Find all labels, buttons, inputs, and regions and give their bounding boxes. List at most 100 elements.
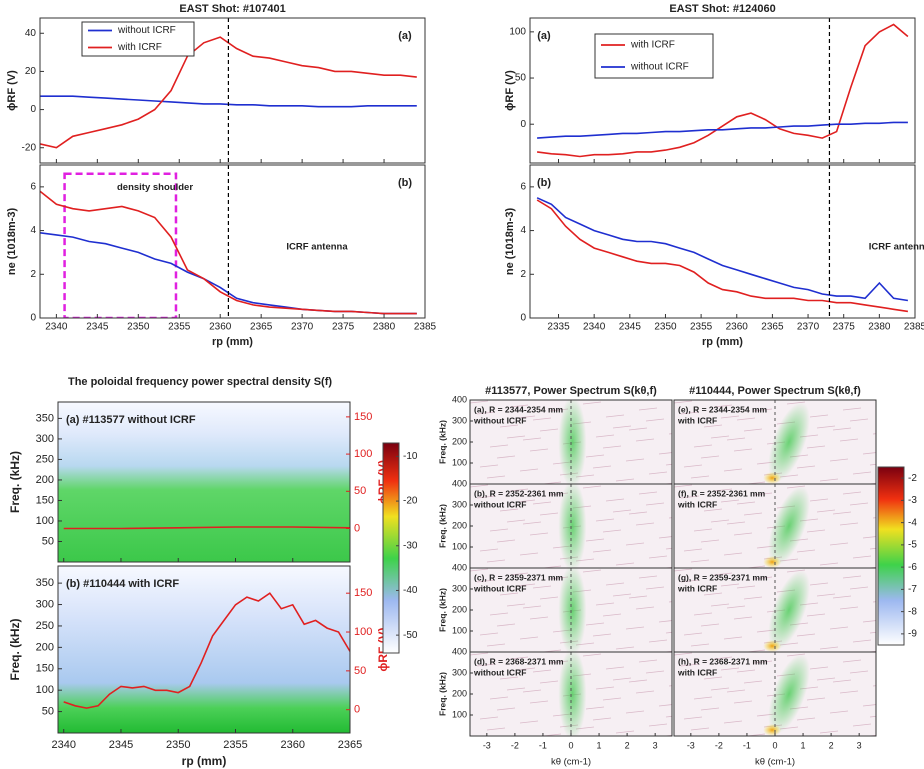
noise-streak xyxy=(509,572,529,576)
noise-streak xyxy=(648,471,668,475)
noise-streak xyxy=(529,700,549,704)
y-axis-label: Freq. (kHz) xyxy=(8,451,22,513)
y2-tick-label: 50 xyxy=(354,665,366,677)
y-tick-label: 300 xyxy=(36,433,54,445)
noise-streak xyxy=(839,690,859,694)
series-line xyxy=(536,199,909,313)
y-tick-label: 100 xyxy=(36,515,54,527)
noise-streak xyxy=(522,689,542,693)
noise-streak xyxy=(585,622,605,626)
noise-streak xyxy=(819,562,839,566)
panel-label: (a) xyxy=(398,30,412,42)
colorbar-tick-label: -20 xyxy=(403,496,418,507)
noise-streak xyxy=(615,646,635,650)
spectrum-blob xyxy=(558,568,587,652)
y-tick-label: 400 xyxy=(452,562,467,572)
x-tick-label: 2 xyxy=(829,740,834,750)
spectrum-blob xyxy=(558,400,587,484)
noise-streak xyxy=(700,623,720,627)
noise-streak xyxy=(612,677,632,681)
noise-streak xyxy=(713,488,733,492)
spectrum-blob xyxy=(558,484,587,568)
noise-streak xyxy=(809,666,829,670)
noise-streak xyxy=(865,650,876,652)
x-tick-label: 2360 xyxy=(209,322,232,333)
noise-streak xyxy=(680,579,700,583)
y-tick-label: 200 xyxy=(36,641,54,653)
noise-streak xyxy=(522,521,542,525)
series-line xyxy=(63,526,350,530)
y2-tick-label: 0 xyxy=(354,704,360,716)
noise-streak xyxy=(809,582,829,586)
noise-streak xyxy=(582,485,602,489)
noise-streak xyxy=(816,677,836,681)
panel-frame xyxy=(39,17,426,164)
noise-streak xyxy=(674,652,693,656)
noise-streak xyxy=(529,616,549,620)
noise-streak xyxy=(723,552,743,556)
x-axis-label: rp (mm) xyxy=(702,336,743,348)
y-tick-label: 6 xyxy=(30,181,36,192)
y-tick-label: 150 xyxy=(36,494,54,506)
annotation: density shoulder xyxy=(117,182,193,193)
colorbar-tick-label: -10 xyxy=(403,451,418,462)
x-tick-label: -1 xyxy=(743,740,751,750)
y-tick-label: 6 xyxy=(520,181,526,192)
noise-streak xyxy=(638,659,658,663)
noise-streak xyxy=(733,616,753,620)
noise-streak xyxy=(605,498,625,502)
noise-streak xyxy=(693,612,713,616)
noise-streak xyxy=(648,723,668,727)
noise-streak xyxy=(849,418,869,422)
noise-streak xyxy=(816,593,836,597)
x-tick-label: -3 xyxy=(483,740,491,750)
x-tick-label: 2335 xyxy=(547,322,570,333)
x-tick-label: -3 xyxy=(687,740,695,750)
x-tick-label: 3 xyxy=(653,740,658,750)
noise-streak xyxy=(849,502,869,506)
noise-streak xyxy=(839,522,859,526)
panel-label: (b) xyxy=(398,177,412,189)
noise-streak xyxy=(532,501,552,505)
noise-streak xyxy=(796,465,816,469)
panel-label: (b), R = 2352-2361 mm xyxy=(474,488,564,498)
panel-label: (h), R = 2368-2371 mm xyxy=(678,656,768,666)
noise-streak xyxy=(869,715,876,718)
noise-streak xyxy=(602,529,622,533)
noise-streak xyxy=(710,519,730,523)
legend-label: without ICRF xyxy=(117,25,176,36)
chart-title: EAST Shot: #124060 xyxy=(669,3,775,15)
noise-streak xyxy=(703,592,723,596)
spectrogram xyxy=(58,402,350,562)
panel-frame xyxy=(39,164,426,319)
y-tick-label: 100 xyxy=(452,625,467,635)
noise-streak xyxy=(852,471,872,475)
y-axis-label: Freq. (kHz) xyxy=(437,420,447,464)
panel-frame xyxy=(57,401,351,563)
noise-streak xyxy=(522,437,542,441)
noise-streak xyxy=(612,509,632,513)
noise-streak xyxy=(635,606,655,610)
noise-streak xyxy=(635,438,655,442)
noise-streak xyxy=(806,613,826,617)
y-tick-label: 0 xyxy=(30,104,36,115)
noise-streak xyxy=(869,631,876,634)
noise-streak xyxy=(796,549,816,553)
y-tick-label: 300 xyxy=(452,499,467,509)
y2-tick-label: 100 xyxy=(354,448,372,460)
y-tick-label: 20 xyxy=(25,66,37,77)
noise-streak xyxy=(665,715,672,718)
y-tick-label: 100 xyxy=(452,541,467,551)
noise-streak xyxy=(602,697,622,701)
noise-streak xyxy=(489,612,509,616)
noise-streak xyxy=(509,488,529,492)
noise-streak xyxy=(816,509,836,513)
y-axis-label: Freq. (kHz) xyxy=(437,504,447,548)
noise-streak xyxy=(753,660,773,664)
y-axis-label: ϕRF (V) xyxy=(6,70,18,111)
noise-streak xyxy=(628,595,648,599)
noise-streak xyxy=(674,400,693,404)
noise-streak xyxy=(743,680,763,684)
x-tick-label: 1 xyxy=(597,740,602,750)
noise-streak xyxy=(625,710,645,714)
